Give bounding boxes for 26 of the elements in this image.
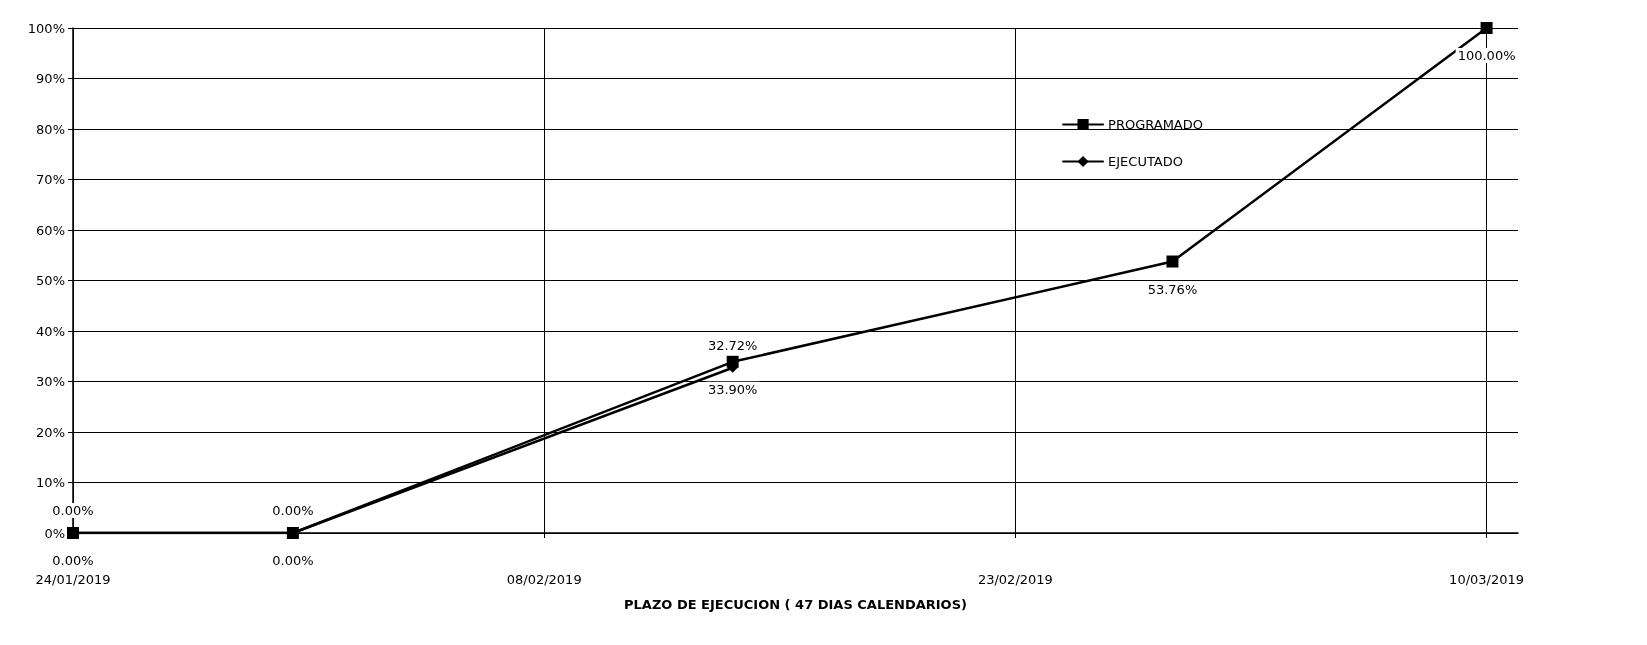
- y-tick-label: 70%: [36, 172, 65, 187]
- x-tick-label: 08/02/2019: [506, 572, 582, 587]
- y-tick-label: 30%: [36, 374, 65, 389]
- y-tick-label: 80%: [36, 121, 65, 137]
- y-tick-label: 90%: [36, 71, 65, 86]
- y-tick-label: 0%: [44, 525, 65, 541]
- legend-label: EJECUTADO: [1108, 154, 1183, 169]
- y-tick-label: 50%: [36, 273, 65, 288]
- data-label: 33.90%: [707, 381, 758, 397]
- data-label: 32.72%: [707, 337, 758, 353]
- y-tick-label: 100%: [27, 20, 65, 36]
- x-axis-title: PLAZO DE EJECUCION ( 47 DIAS CALENDARIOS): [624, 597, 967, 612]
- y-tick-label: 20%: [36, 424, 65, 440]
- data-label: 0.00%: [272, 553, 314, 568]
- y-tick-label: 10%: [36, 475, 65, 490]
- data-label: 0.00%: [272, 503, 314, 518]
- data-label: 100.00%: [1457, 48, 1516, 63]
- x-tick-label: 23/02/2019: [977, 572, 1053, 587]
- x-tick-label: 10/03/2019: [1449, 572, 1525, 587]
- y-tick-label: 60%: [36, 222, 65, 238]
- data-label: 53.76%: [1147, 281, 1198, 297]
- x-tick-label: 24/01/2019: [35, 572, 111, 587]
- y-tick-label: 40%: [36, 323, 65, 339]
- data-label: 0.00%: [52, 553, 94, 568]
- legend-label: PROGRAMADO: [1108, 117, 1204, 132]
- data-label: 0.00%: [52, 503, 94, 518]
